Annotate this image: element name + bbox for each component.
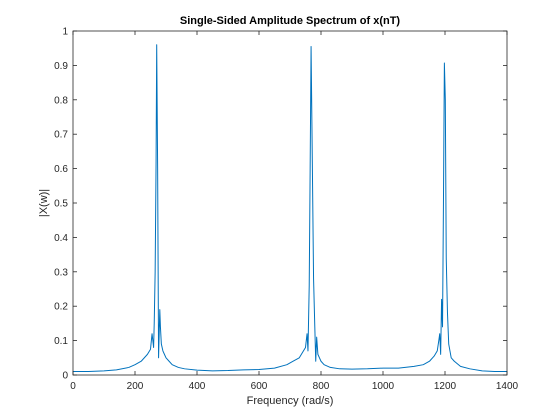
x-tick-label: 800 — [313, 381, 330, 392]
x-tick-label: 1000 — [372, 381, 395, 392]
x-tick-label: 400 — [189, 381, 206, 392]
y-tick-label: 0.1 — [54, 336, 68, 347]
y-tick-label: 0.8 — [54, 95, 68, 106]
x-tick-label: 0 — [70, 381, 76, 392]
x-tick-label: 600 — [251, 381, 268, 392]
spectrum-line — [73, 44, 507, 373]
y-tick-label: 0.3 — [54, 267, 68, 278]
y-tick-label: 0.7 — [54, 130, 68, 141]
plot-area — [73, 31, 507, 375]
y-tick-label: 0.9 — [54, 61, 68, 72]
x-axis-label: Frequency (rad/s) — [247, 395, 334, 407]
y-tick-label: 1 — [62, 27, 68, 38]
plot-content — [73, 44, 507, 373]
y-tick-label: 0 — [62, 371, 68, 382]
y-tick-label: 0.5 — [54, 199, 68, 210]
x-tick-label: 1400 — [496, 381, 519, 392]
x-tick-label: 1200 — [434, 381, 457, 392]
y-axis-ticks: 0 0.1 0.2 0.3 0.4 0.5 0.6 0.7 0.8 0.9 1 — [54, 27, 507, 382]
x-axis-ticks: 0 200 400 600 800 1000 1200 1400 — [70, 31, 519, 392]
y-tick-label: 0.4 — [54, 233, 68, 244]
chart-title: Single-Sided Amplitude Spectrum of x(nT) — [180, 15, 401, 27]
x-tick-label: 200 — [127, 381, 144, 392]
y-axis-label: |X(w)| — [38, 189, 50, 217]
y-tick-label: 0.6 — [54, 164, 68, 175]
y-tick-label: 0.2 — [54, 302, 68, 313]
